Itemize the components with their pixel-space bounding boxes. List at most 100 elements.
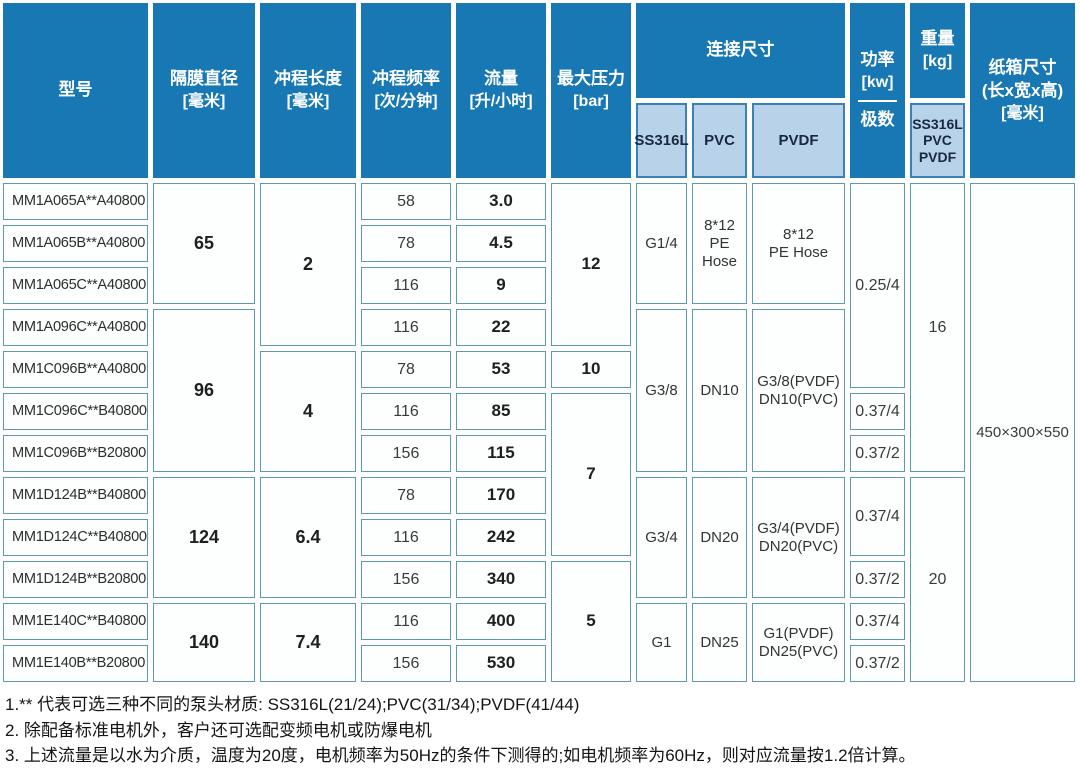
header-weight: 重量 [kg] [910,3,965,98]
power-cell: 0.25/4 [850,183,905,388]
header-connection-pvdf-label: PVDF [778,131,819,149]
flow-cell: 115 [456,435,546,472]
header-connection-pvdf: PVDF [752,103,845,178]
header-connection: 连接尺寸 [636,3,845,98]
frequency-cell: 156 [361,645,451,682]
pressure-cell: 7 [551,393,631,556]
header-model-label: 型号 [58,80,93,100]
model-cell: MM1C096C**B40800 [3,393,148,430]
footnotes: 1.** 代表可选三种不同的泵头材质: SS316L(21/24);PVC(31… [5,692,1075,769]
power-cell: 0.37/2 [850,561,905,598]
footnote-1: 1.** 代表可选三种不同的泵头材质: SS316L(21/24);PVC(31… [5,695,580,714]
header-frequency-label: 冲程频率 [372,69,440,89]
diaphragm-cell: 124 [153,477,255,598]
pump-spec-table: 型号 隔膜直径 [毫米] 冲程长度 [毫米] 冲程频率 [次/分钟] 流量 [升… [3,3,1075,682]
connection-ss316l-cell: G3/8 [636,309,687,472]
header-flow: 流量 [升/小时] [456,3,546,178]
header-flow-unit: [升/小时] [469,93,533,111]
stroke-cell: 4 [260,351,356,472]
flow-cell: 3.0 [456,183,546,220]
header-model: 型号 [3,3,148,178]
power-cell: 0.37/4 [850,477,905,556]
header-diaphragm: 隔膜直径 [毫米] [153,3,255,178]
flow-cell: 530 [456,645,546,682]
diaphragm-cell: 65 [153,183,255,304]
connection-ss316l-cell: G1/4 [636,183,687,304]
header-weight-pvdf-label: PVDF [918,148,957,165]
header-power-poles-label: 极数 [860,110,895,130]
model-cell: MM1A065A**A40800 [3,183,148,220]
frequency-cell: 116 [361,519,451,556]
header-flow-label: 流量 [484,69,518,89]
connection-pvc-cell: 8*12 PE Hose [692,183,747,304]
carton-cell: 450×300×550 [970,183,1075,682]
header-power-unit: [kw] [861,73,894,91]
header-frequency-unit: [次/分钟] [374,93,438,111]
flow-cell: 242 [456,519,546,556]
model-cell: MM1A096C**A40800 [3,309,148,346]
header-diaphragm-label: 隔膜直径 [170,69,238,89]
model-cell: MM1E140B**B20800 [3,645,148,682]
frequency-cell: 78 [361,351,451,388]
flow-cell: 400 [456,603,546,640]
frequency-cell: 156 [361,561,451,598]
stroke-cell: 2 [260,183,356,346]
header-weight-unit: [kg] [922,53,953,71]
power-cell: 0.37/4 [850,393,905,430]
header-power-label: 功率 [860,49,895,69]
connection-pvc-cell: DN25 [692,603,747,682]
stroke-cell: 7.4 [260,603,356,682]
header-carton-unit: [毫米] [1001,104,1044,122]
header-carton-dims-label: (长x宽x高) [981,80,1064,100]
connection-ss316l-cell: G1 [636,603,687,682]
connection-pvdf-cell: G3/4(PVDF) DN20(PVC) [752,477,845,598]
header-connection-ss316l-label: SS316L [634,131,689,149]
frequency-cell: 116 [361,267,451,304]
model-cell: MM1C096B**B20800 [3,435,148,472]
header-weight-ss316l-label: SS316L [912,116,963,133]
header-connection-pvc-label: PVC [704,131,735,149]
header-connection-label: 连接尺寸 [706,40,775,60]
flow-cell: 4.5 [456,225,546,262]
header-stroke-unit: [毫米] [286,93,330,111]
pressure-cell: 5 [551,561,631,682]
flow-cell: 53 [456,351,546,388]
frequency-cell: 78 [361,477,451,514]
frequency-cell: 58 [361,183,451,220]
flow-cell: 170 [456,477,546,514]
header-frequency: 冲程频率 [次/分钟] [361,3,451,178]
connection-ss316l-cell: G3/4 [636,477,687,598]
connection-pvc-cell: DN20 [692,477,747,598]
connection-pvdf-cell: G1(PVDF) DN25(PVC) [752,603,845,682]
pressure-cell: 12 [551,183,631,346]
weight-cell: 16 [910,183,965,472]
model-cell: MM1A065B**A40800 [3,225,148,262]
diaphragm-cell: 96 [153,309,255,472]
model-cell: MM1C096B**A40800 [3,351,148,388]
header-stroke-label: 冲程长度 [274,69,342,89]
frequency-cell: 116 [361,393,451,430]
header-weight-label: 重量 [920,29,955,49]
frequency-cell: 116 [361,603,451,640]
header-pressure-unit: [bar] [573,93,609,111]
power-cell: 0.37/4 [850,603,905,640]
frequency-cell: 156 [361,435,451,472]
power-cell: 0.37/2 [850,435,905,472]
frequency-cell: 116 [361,309,451,346]
header-weight-pvc-label: PVC [923,132,952,149]
footnote-2: 2. 除配备标准电机外，客户还可选配变频电机或防爆电机 [5,720,432,740]
header-diaphragm-unit: [毫米] [182,93,226,111]
pressure-cell: 10 [551,351,631,388]
connection-pvdf-cell: G3/8(PVDF) DN10(PVC) [752,309,845,472]
flow-cell: 9 [456,267,546,304]
header-connection-ss316l: SS316L [634,103,689,178]
model-cell: MM1D124C**B40800 [3,519,148,556]
model-cell: MM1A065C**A40800 [3,267,148,304]
header-carton-label: 纸箱尺寸 [988,57,1057,77]
header-carton: 纸箱尺寸 (长x宽x高) [毫米] [970,3,1075,178]
header-pressure: 最大压力 [bar] [551,3,631,178]
flow-cell: 340 [456,561,546,598]
power-cell: 0.37/2 [850,645,905,682]
stroke-cell: 6.4 [260,477,356,598]
connection-pvc-cell: DN10 [692,309,747,472]
